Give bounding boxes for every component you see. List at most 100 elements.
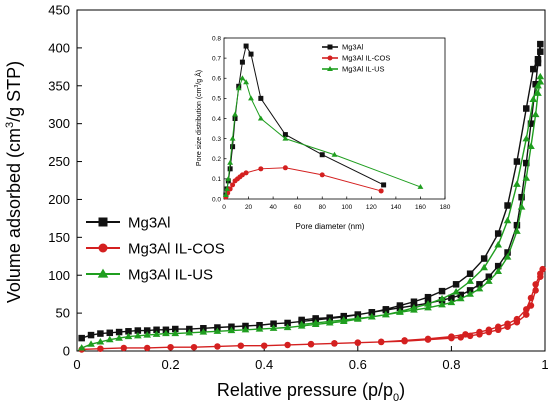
main-data-point — [513, 318, 521, 326]
inset-x-tick-label: 160 — [415, 204, 426, 211]
main-legend-label: Mg3Al — [128, 214, 171, 231]
inset-data-point — [239, 172, 245, 178]
inset-legend-item: Mg3Al IL-COS — [322, 54, 390, 63]
inset-y-tick-label: 0.1 — [212, 176, 221, 183]
inset-data-point — [282, 132, 288, 138]
main-data-point — [536, 72, 545, 80]
main-data-point — [527, 142, 535, 149]
inset-data-point — [222, 192, 229, 197]
main-data-point — [424, 303, 432, 311]
main-data-point — [494, 326, 502, 334]
inset-data-point — [239, 75, 246, 81]
main-y-tick-label: 150 — [48, 230, 70, 245]
inset-legend-label: Mg3Al — [342, 43, 364, 52]
main-y-tick-label: 0 — [63, 344, 70, 359]
main-data-point — [513, 227, 521, 234]
main-data-point — [97, 345, 104, 352]
main-data-point — [485, 273, 493, 280]
main-data-point — [382, 310, 390, 318]
main-y-tick-label: 350 — [48, 78, 70, 93]
main-plot: 0 0.2 0.4 0.6 0.8 1 0501001502002503003504004… — [4, 3, 549, 404]
inset-data-point — [248, 51, 254, 57]
main-data-point — [284, 341, 291, 349]
inset-x-tick-label: 120 — [366, 204, 377, 211]
inset-legend-marker — [327, 44, 333, 50]
inset-data-point — [230, 144, 236, 150]
main-data-point — [214, 343, 221, 350]
main-data-point — [410, 306, 418, 313]
inset-data-point — [319, 152, 325, 158]
inset-series-triangle — [222, 75, 424, 197]
main-data-point — [537, 273, 544, 280]
main-data-point — [105, 335, 114, 343]
main-y-tick-label: 300 — [48, 116, 70, 131]
main-data-point — [152, 330, 161, 337]
main-data-point — [457, 334, 465, 341]
main-data-point — [185, 328, 194, 336]
main-data-point — [143, 327, 151, 334]
inset-y-tick-label: 0.8 — [212, 35, 221, 42]
main-legend-item: Mg3Al — [86, 214, 171, 231]
main-data-point — [476, 281, 483, 288]
inset-data-point — [239, 59, 245, 65]
main-data-point — [307, 340, 315, 348]
inset-x-axis-ticks: 0 20 40 60 80 100 120 140 160 180 — [222, 196, 451, 211]
main-data-point — [448, 334, 455, 342]
main-data-point — [297, 320, 306, 328]
main-data-point — [120, 344, 128, 352]
main-data-point — [396, 308, 404, 315]
main-y-tick-label: 50 — [56, 306, 70, 321]
inset-x-tick-label: 140 — [390, 204, 401, 211]
main-legend-marker — [98, 217, 108, 227]
main-data-point — [87, 331, 95, 339]
inset-data-point — [243, 170, 249, 176]
main-data-point — [115, 328, 123, 336]
main-data-point — [466, 290, 474, 297]
main-data-point — [448, 294, 455, 302]
main-x-tick-label: 0.6 — [349, 357, 367, 372]
main-data-point — [523, 159, 530, 167]
inset-data-point — [224, 185, 231, 191]
main-data-point — [534, 59, 542, 67]
main-data-point — [96, 338, 105, 345]
main-data-point — [503, 253, 512, 260]
main-data-point — [354, 339, 362, 346]
inset-data-point — [417, 183, 424, 189]
inset-x-tick-label: 0 — [222, 204, 226, 211]
main-data-point — [522, 174, 531, 181]
inset-y-tick-label: 0.5 — [212, 96, 221, 103]
main-data-point — [518, 193, 525, 201]
inset-legend-item: Mg3Al IL-US — [322, 65, 385, 74]
main-x-tick-label: 0 — [73, 357, 80, 372]
main-data-point — [480, 263, 488, 271]
main-y-tick-label: 250 — [48, 154, 70, 169]
main-data-point — [311, 319, 320, 326]
main-data-point — [527, 120, 535, 127]
main-data-point — [213, 327, 222, 334]
main-x-tick-label: 0.4 — [255, 357, 273, 372]
inset-data-point — [331, 151, 338, 157]
main-data-point — [466, 332, 474, 340]
main-data-point — [530, 65, 537, 73]
inset-legend-label: Mg3Al IL-COS — [342, 54, 390, 63]
inset-y-tick-label: 0.7 — [212, 55, 221, 62]
inset-y-tick-label: 0.3 — [212, 136, 221, 143]
inset-x-tick-label: 80 — [319, 204, 327, 211]
main-data-point — [485, 277, 493, 284]
main-data-point — [532, 281, 539, 288]
main-data-point — [513, 158, 521, 165]
main-data-point — [97, 330, 104, 337]
inset-x-axis-label: Pore diameter (nm) — [296, 222, 365, 231]
main-data-point — [283, 323, 292, 331]
main-data-point — [153, 326, 160, 334]
inset-series-line — [225, 77, 421, 196]
main-data-point — [527, 294, 535, 302]
inset-data-point — [248, 95, 254, 101]
main-y-tick-label: 450 — [48, 3, 70, 18]
inset-x-tick-label: 60 — [294, 204, 302, 211]
main-data-point — [424, 300, 432, 307]
inset-data-point — [225, 175, 232, 181]
main-data-point — [504, 323, 511, 331]
main-data-point — [190, 343, 198, 351]
